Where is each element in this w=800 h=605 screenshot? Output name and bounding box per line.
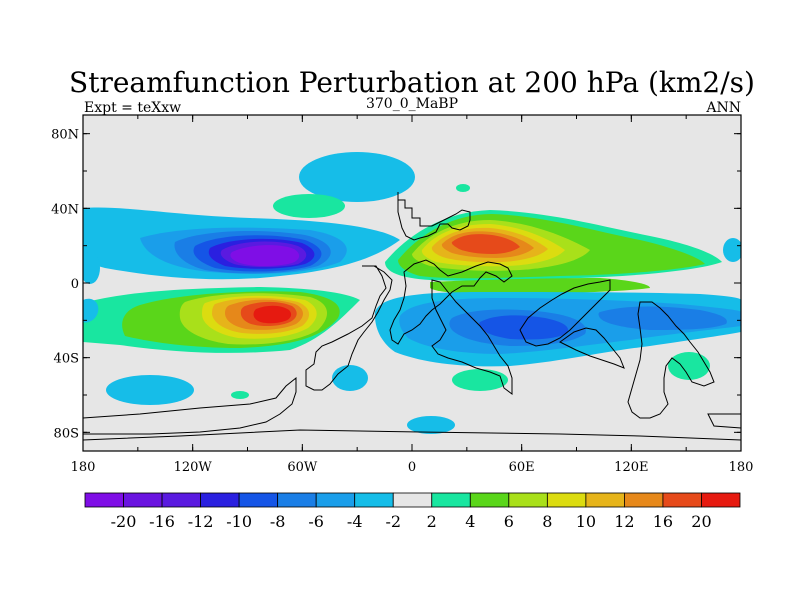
colorbar-swatch (277, 492, 317, 508)
colorbar-swatch (161, 492, 201, 508)
anomaly-pos-southamerica (83, 287, 360, 353)
colorbar-swatch (392, 492, 433, 508)
colorbar-label: 12 (614, 512, 634, 531)
colorbar-label: -16 (149, 512, 175, 531)
colorbar-swatch (200, 492, 240, 508)
anomaly-pos-small-north (456, 184, 470, 192)
anomaly-neg-eastpacific (723, 238, 741, 262)
anomaly-neg-antarctic (407, 416, 455, 434)
colorbar-swatch (315, 492, 356, 508)
colorbar-label: 4 (465, 512, 475, 531)
anomaly-neg-southatlantic (332, 365, 368, 391)
colorbar-label: -2 (385, 512, 401, 531)
anomaly-pos-equatorial (430, 278, 650, 294)
x-tick-label: 120E (614, 460, 648, 475)
chart-title: Streamfunction Perturbation at 200 hPa (… (69, 66, 755, 99)
anomaly-neg-westpacific (83, 298, 99, 323)
y-tick-label: 40S (54, 352, 79, 367)
colorbar-swatch (701, 492, 741, 508)
colorbar-label: -4 (347, 512, 363, 531)
colorbar-swatch (431, 492, 471, 508)
colorbar-swatch (238, 492, 279, 508)
anomaly-pos-atlantic (273, 194, 345, 218)
anomaly-pos-tasman (668, 352, 710, 380)
y-tick-label: 40N (51, 202, 79, 217)
y-tick-label: 80N (51, 128, 79, 143)
colorbar-label: -20 (111, 512, 137, 531)
anomaly-neg-arctic (299, 152, 415, 202)
anomaly-neg-southindian (374, 292, 741, 367)
left-label: Expt = teXxw (84, 100, 181, 116)
x-tick-label: 180 (71, 460, 96, 475)
x-tick-label: 180 (729, 460, 754, 475)
colorbar-label: -6 (308, 512, 324, 531)
colorbar-label: 10 (576, 512, 596, 531)
x-tick-label: 60E (509, 460, 535, 475)
colorbar-label: -10 (226, 512, 252, 531)
x-tick-label: 60W (287, 460, 318, 475)
colorbar-label: -8 (270, 512, 286, 531)
anomaly-neg-southern (106, 375, 194, 405)
anomaly-neg-northamerica (83, 207, 400, 280)
y-tick-label: 0 (71, 277, 79, 292)
colorbar-swatch (585, 492, 625, 508)
colorbar-swatch (624, 492, 664, 508)
colorbar-label: 8 (542, 512, 552, 531)
x-tick-label: 0 (408, 460, 416, 475)
colorbar: -20 -16 -12 -10 -8 -6 -4 -2 2 4 6 8 10 12 16 20 (84, 492, 741, 531)
center-label: 370_0_MaBP (366, 96, 458, 112)
anomaly-pos-southindian (452, 369, 508, 391)
colorbar-swatch (84, 492, 124, 508)
x-axis: 180 120W 60W 0 60E 120E 180 (71, 115, 754, 475)
colorbar-label: 20 (691, 512, 711, 531)
y-axis: 80N 40N 0 40S 80S (51, 128, 741, 441)
colorbar-label: 6 (504, 512, 514, 531)
colorbar-swatch (546, 492, 587, 508)
anomaly-neg-farwest (83, 252, 100, 284)
colorbar-label: 2 (427, 512, 437, 531)
anomaly-pos-small-south (231, 391, 249, 399)
colorbar-swatch (469, 492, 510, 508)
contour-fields (83, 152, 741, 441)
paleo-coastlines (83, 192, 741, 441)
y-tick-label: 80S (54, 426, 79, 441)
colorbar-label: 16 (653, 512, 673, 531)
right-label: ANN (705, 100, 741, 116)
anomaly-pos-eurasia (385, 210, 722, 281)
colorbar-swatch (662, 492, 702, 508)
colorbar-swatch (123, 492, 163, 508)
colorbar-label: -12 (188, 512, 214, 531)
colorbar-swatch (508, 492, 548, 508)
plot-background (83, 115, 741, 451)
x-tick-label: 120W (174, 460, 213, 475)
colorbar-swatch (354, 492, 394, 508)
